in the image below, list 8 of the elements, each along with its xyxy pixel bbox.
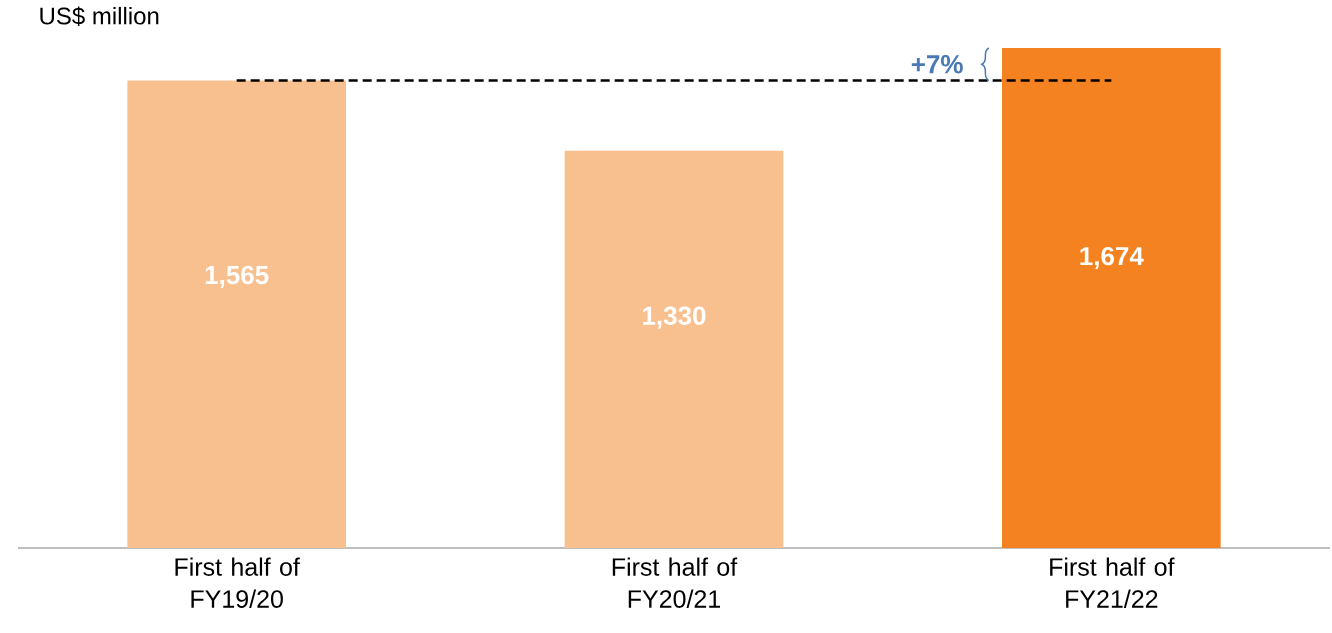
- x-tick-label: First half of FY20/21: [612, 557, 738, 608]
- data-label: 1,674: [1080, 246, 1144, 270]
- x-tick-label: First half of FY21/22: [1050, 557, 1175, 608]
- data-label: 1,565: [205, 265, 269, 288]
- y-axis-title: US$ million: [40, 6, 159, 26]
- annotation: +7%: [911, 55, 963, 74]
- data-label: 1,330: [643, 306, 706, 329]
- x-tick-label: First half of FY19/20: [175, 557, 300, 608]
